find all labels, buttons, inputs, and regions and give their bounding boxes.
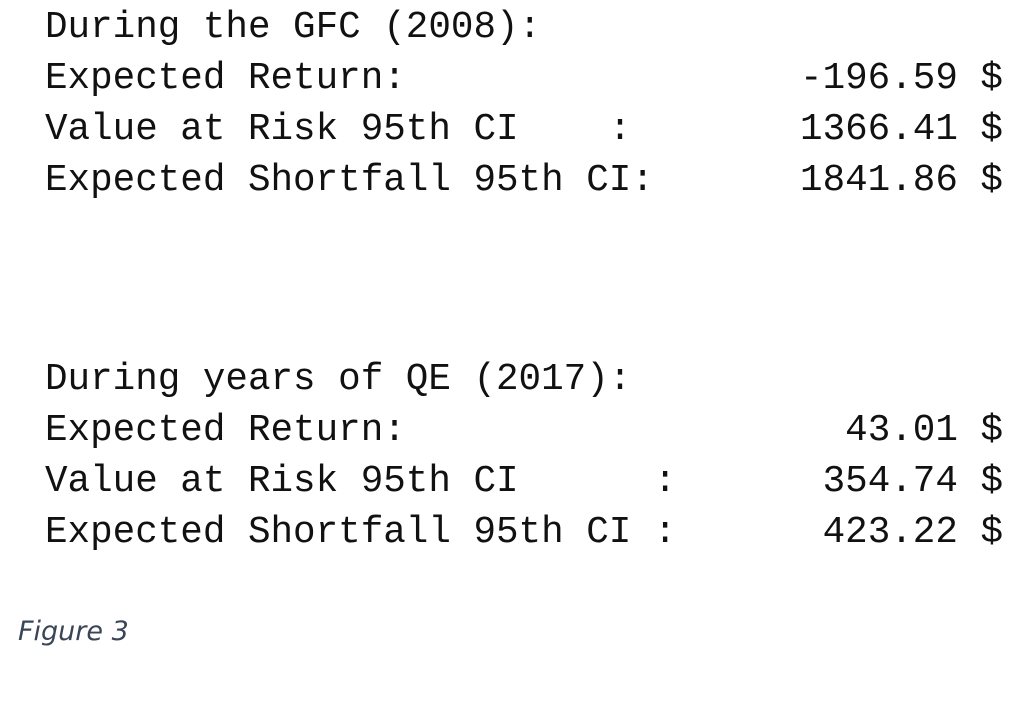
row-label: Value at Risk 95th CI :: [45, 109, 632, 151]
row-value: 1841.86 $: [800, 160, 1003, 202]
row-value: -196.59 $: [800, 58, 1003, 100]
value-at-risk-row: Value at Risk 95th CI : 354.74 $: [45, 457, 1003, 508]
figure-caption: Figure 3: [18, 616, 129, 647]
row-label: Expected Shortfall 95th CI :: [45, 512, 677, 554]
expected-return-row: Expected Return: 43.01 $: [45, 406, 1003, 457]
block-heading: During years of QE (2017):: [45, 355, 1003, 406]
block-heading: During the GFC (2008):: [45, 3, 1003, 54]
expected-shortfall-row: Expected Shortfall 95th CI : 423.22 $: [45, 508, 1003, 559]
row-label: Expected Return:: [45, 410, 406, 452]
row-label: Expected Return:: [45, 58, 406, 100]
heading-text: During years of QE (2017):: [45, 359, 632, 401]
expected-return-row: Expected Return: -196.59 $: [45, 54, 1003, 105]
row-value: 1366.41 $: [800, 109, 1003, 151]
value-at-risk-row: Value at Risk 95th CI : 1366.41 $: [45, 105, 1003, 156]
row-label: Expected Shortfall 95th CI:: [45, 160, 654, 202]
row-value: 423.22 $: [822, 512, 1003, 554]
gfc-2008-block: During the GFC (2008): Expected Return: …: [45, 3, 1003, 207]
row-value: 43.01 $: [845, 410, 1003, 452]
expected-shortfall-row: Expected Shortfall 95th CI: 1841.86 $: [45, 156, 1003, 207]
qe-2017-block: During years of QE (2017): Expected Retu…: [45, 355, 1003, 559]
heading-text: During the GFC (2008):: [45, 7, 542, 49]
row-value: 354.74 $: [822, 461, 1003, 503]
row-label: Value at Risk 95th CI :: [45, 461, 677, 503]
